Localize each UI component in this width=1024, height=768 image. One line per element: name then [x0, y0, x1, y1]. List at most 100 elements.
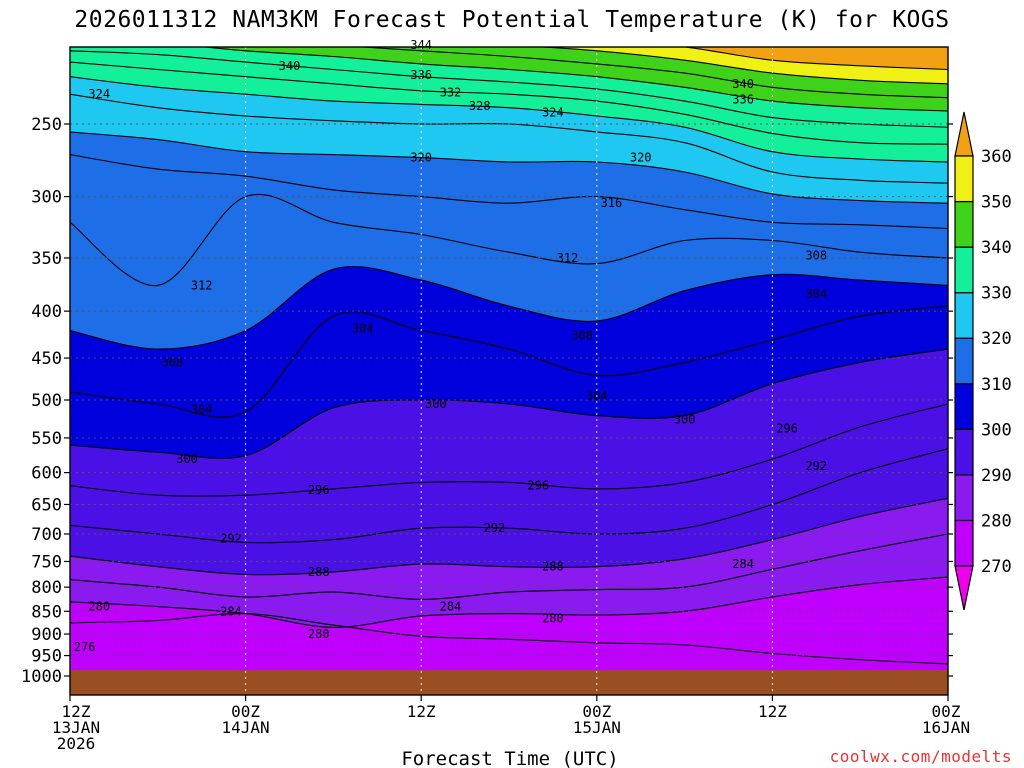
isentrope-304: [70, 305, 948, 418]
colorbar-swatch: [954, 383, 974, 430]
colorbar-label: 320: [981, 329, 1012, 349]
plot-frame: [69, 46, 949, 696]
x-tick-label: 12Z: [62, 702, 91, 721]
y-tick-label: 600: [31, 464, 62, 484]
contour-label: 340: [279, 59, 301, 73]
isentrope-292: [70, 448, 948, 544]
contour-label: 304: [352, 322, 374, 336]
contour-label: 288: [308, 565, 330, 579]
colorbar-min-triangle: [954, 565, 974, 611]
colorbar-label: 340: [981, 238, 1012, 258]
y-tick-label: 450: [31, 349, 62, 369]
contour-label: 320: [410, 151, 432, 165]
colorbar-swatch: [954, 292, 974, 339]
x-tick-label: 00Z: [582, 702, 611, 721]
colorbar-swatch: [954, 200, 974, 248]
contour-label: 308: [571, 328, 593, 342]
isentrope-300: [70, 348, 948, 460]
colorbar-swatch: [954, 519, 974, 567]
isentrope-312: [70, 193, 948, 286]
y-tick-label: 700: [31, 525, 62, 545]
band-332-336: [70, 50, 948, 145]
contour-label: 292: [220, 532, 242, 546]
contour-lines: [70, 47, 948, 665]
y-tick-label: 850: [31, 602, 62, 622]
contour-label: 336: [732, 92, 754, 106]
band-312-316: [70, 154, 948, 286]
x-tick-label: 13JAN: [52, 718, 100, 737]
contour-label: 292: [484, 521, 506, 535]
isentrope-284: [70, 533, 948, 600]
colorbar: 270 280 290 300 310 320 330 340 350 360: [954, 111, 1012, 611]
colorbar-swatch: [954, 155, 974, 203]
contour-label: 288: [542, 560, 564, 574]
contour-label: 280: [308, 627, 330, 641]
band-288-292: [70, 448, 948, 575]
x-tick-label: 00Z: [932, 702, 961, 721]
isentrope-296: [70, 403, 948, 497]
y-tick-label: 900: [31, 625, 62, 645]
y-tick-label: 650: [31, 495, 62, 515]
contour-label: 300: [425, 397, 447, 411]
contour-label: 320: [630, 151, 652, 165]
grid-lines: [70, 47, 948, 695]
y-tick-label: 550: [31, 429, 62, 449]
colorbar-label: 290: [981, 466, 1012, 486]
band-340-344: [205, 47, 948, 111]
frame-rect: [69, 46, 949, 696]
isentrope-336: [70, 50, 948, 128]
y-tick-label: 950: [31, 647, 62, 667]
contour-label: 312: [557, 251, 579, 265]
isentrope-328: [70, 76, 948, 163]
band-292-296: [70, 404, 948, 543]
colorbar-swatch: [954, 428, 974, 476]
band-308-312: [70, 194, 948, 350]
band-284-288: [70, 498, 948, 600]
band-304-308: [70, 266, 948, 418]
isentrope-276: [70, 613, 948, 665]
band-296-300: [70, 349, 948, 497]
colorbar-label: 330: [981, 284, 1012, 304]
isentrope-340: [199, 47, 948, 112]
band-276-280: [70, 577, 948, 664]
contour-label: 304: [191, 402, 213, 416]
x-tick-label: 12Z: [758, 702, 787, 721]
band-336-340: [70, 47, 948, 128]
y-tick-label: 250: [31, 115, 62, 135]
contour-label: 296: [776, 421, 798, 435]
contour-label: 296: [308, 483, 330, 497]
contour-label: 312: [191, 278, 213, 292]
x-tick-label: 14JAN: [222, 718, 270, 737]
contour-label: 300: [176, 452, 198, 466]
contour-label: 300: [674, 412, 696, 426]
contour-label: 328: [469, 99, 491, 113]
band-316-320: [70, 131, 948, 229]
band-300-304: [70, 306, 948, 459]
colorbar-swatch: [954, 337, 974, 385]
y-tick-label: 800: [31, 578, 62, 598]
contour-label: 280: [542, 611, 564, 625]
colorbar-label: 300: [981, 420, 1012, 440]
isentrope-352: [680, 47, 948, 71]
isentrope-308: [70, 265, 948, 350]
y-tick-label: 750: [31, 552, 62, 572]
contour-label: 276: [74, 640, 96, 654]
contour-label: 332: [440, 86, 462, 100]
contour-label: 304: [805, 287, 827, 301]
y-tick-label: 300: [31, 188, 62, 208]
band-320-324: [70, 94, 948, 204]
colorbar-label: 310: [981, 375, 1012, 395]
credit-link[interactable]: coolwx.com/modelts: [830, 747, 1012, 766]
isentrope-344: [355, 47, 948, 99]
contour-label: 324: [88, 87, 110, 101]
contour-label: 336: [410, 68, 432, 82]
contour-label: 292: [805, 459, 827, 473]
isentrope-280: [70, 576, 948, 628]
contour-label: 284: [440, 600, 462, 614]
y-axis: 250 300 350 400 450 500 550 600 650 700 750 800 850 9…: [21, 115, 953, 687]
isentrope-288: [70, 497, 948, 576]
x-tick-label: 2026: [57, 734, 96, 753]
colorbar-label: 280: [981, 511, 1012, 531]
band-344-348: [363, 47, 948, 98]
